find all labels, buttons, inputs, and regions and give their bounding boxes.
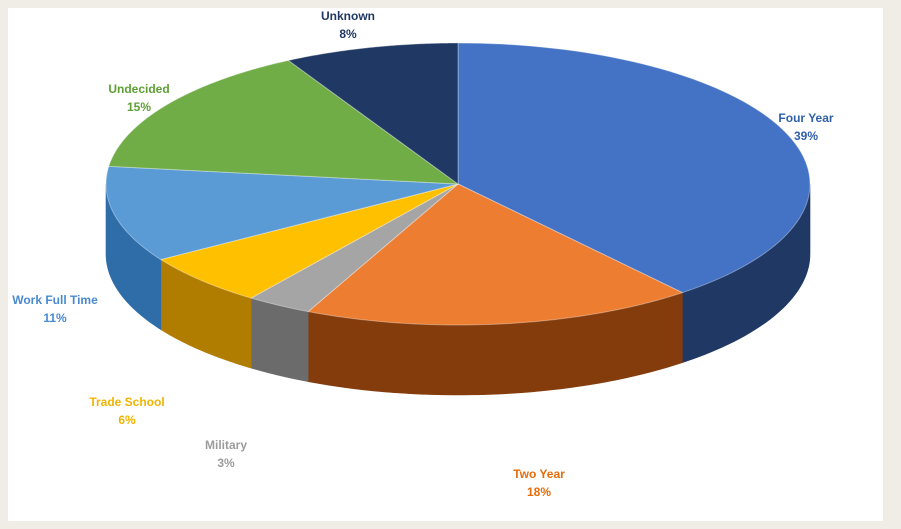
- slice-percent-label: 11%: [43, 311, 67, 325]
- data-label-two-year: Two Year 18%: [513, 467, 565, 499]
- slice-percent-label: 8%: [339, 27, 357, 41]
- slice-name-label: Undecided: [108, 82, 169, 96]
- pie-slice-two-year: [307, 183, 684, 326]
- slice-percent-label: 15%: [127, 100, 151, 114]
- slice-name-label: Two Year: [513, 467, 565, 481]
- slice-percent-label: 6%: [118, 413, 136, 427]
- data-label-trade-school: Trade School 6%: [89, 395, 164, 427]
- pie-chart: Four Year 39% Two Year 18% Military 3% Trade S…: [12, 9, 834, 499]
- slice-name-label: Work Full Time: [12, 293, 98, 307]
- data-label-work-full-time: Work Full Time 11%: [12, 293, 98, 325]
- slice-percent-label: 3%: [217, 456, 235, 470]
- pie-slice-undecided: [108, 59, 460, 185]
- pie-side-layer: [105, 183, 811, 396]
- pie-top-layer: [105, 42, 811, 326]
- slice-name-label: Unknown: [321, 9, 375, 23]
- pie-label-layer: Four Year 39% Two Year 18% Military 3% Trade S…: [12, 9, 834, 499]
- slice-percent-label: 18%: [527, 485, 551, 499]
- chart-frame: Four Year 39% Two Year 18% Military 3% Trade S…: [8, 8, 883, 521]
- pie-slice-trade-school: [159, 183, 459, 299]
- slice-percent-label: 39%: [794, 129, 818, 143]
- pie-side-military: [250, 297, 309, 382]
- slice-name-label: Military: [205, 438, 247, 452]
- pie-slice-military: [249, 183, 459, 313]
- pie-side-work-full-time: [105, 183, 162, 331]
- data-label-military: Military 3%: [205, 438, 247, 470]
- data-label-four-year: Four Year 39%: [778, 111, 833, 143]
- pie-slice-four-year: [457, 42, 811, 294]
- slice-name-label: Trade School: [89, 395, 164, 409]
- slice-name-label: Four Year: [778, 111, 833, 125]
- pie-slice-unknown: [287, 42, 459, 185]
- data-label-undecided: Undecided 15%: [108, 82, 169, 114]
- data-label-unknown: Unknown 8%: [321, 9, 375, 41]
- pie-slice-work-full-time: [105, 165, 459, 261]
